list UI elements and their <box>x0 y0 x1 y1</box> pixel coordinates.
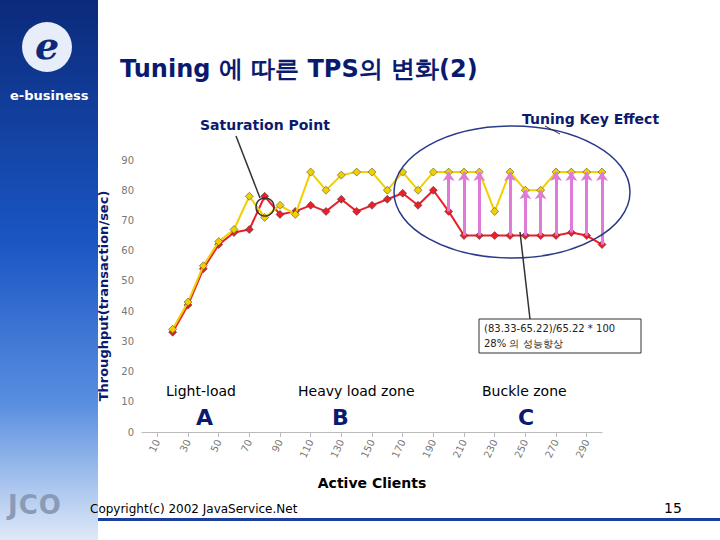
svg-text:70: 70 <box>121 215 134 226</box>
svg-text:Throughput(transaction/sec): Throughput(transaction/sec) <box>96 191 111 402</box>
html-text:e: e <box>34 23 60 68</box>
svg-text:10: 10 <box>121 396 134 407</box>
html-text:e-business: e-business <box>10 88 89 103</box>
svg-text:150: 150 <box>359 438 377 460</box>
svg-text:Tuning 에 따른 TPS의 변화(2): Tuning 에 따른 TPS의 변화(2) <box>120 55 478 83</box>
svg-text:170: 170 <box>390 438 408 460</box>
svg-text:110: 110 <box>298 438 316 460</box>
svg-text:A: A <box>196 405 213 430</box>
svg-text:90: 90 <box>121 155 134 166</box>
svg-text:40: 40 <box>121 306 134 317</box>
svg-text:90: 90 <box>270 438 285 454</box>
svg-text:50: 50 <box>208 438 223 454</box>
svg-text:20: 20 <box>121 366 134 377</box>
html-text:JCO: JCO <box>8 490 62 520</box>
svg-text:Active Clients: Active Clients <box>318 475 426 491</box>
svg-text:250: 250 <box>512 438 530 460</box>
svg-text:270: 270 <box>543 438 561 460</box>
svg-text:130: 130 <box>328 438 346 460</box>
svg-text:80: 80 <box>121 185 134 196</box>
html-text:Copyright(c) 2002 JavaService.: Copyright(c) 2002 JavaService.Net <box>90 502 298 516</box>
svg-text:Light-load: Light-load <box>166 383 236 399</box>
svg-text:50: 50 <box>121 275 134 286</box>
svg-text:230: 230 <box>482 438 500 460</box>
svg-text:B: B <box>332 405 349 430</box>
svg-text:(83.33-65.22)/65.22 * 100: (83.33-65.22)/65.22 * 100 <box>484 323 615 334</box>
svg-text:70: 70 <box>239 438 254 454</box>
svg-text:290: 290 <box>574 438 592 460</box>
svg-text:30: 30 <box>178 438 193 454</box>
html-text:15: 15 <box>664 500 682 516</box>
svg-text:C: C <box>518 405 534 430</box>
svg-text:28% 의 성능향상: 28% 의 성능향상 <box>484 338 563 349</box>
svg-text:Tuning Key Effect: Tuning Key Effect <box>522 111 659 127</box>
svg-text:10: 10 <box>147 438 162 454</box>
svg-text:Saturation Point: Saturation Point <box>200 117 330 133</box>
svg-text:210: 210 <box>451 438 469 460</box>
svg-text:Heavy load zone: Heavy load zone <box>298 383 415 399</box>
svg-text:0: 0 <box>128 427 134 438</box>
svg-text:60: 60 <box>121 245 134 256</box>
svg-text:30: 30 <box>121 336 134 347</box>
svg-text:Buckle zone: Buckle zone <box>482 383 567 399</box>
svg-text:190: 190 <box>420 438 438 460</box>
